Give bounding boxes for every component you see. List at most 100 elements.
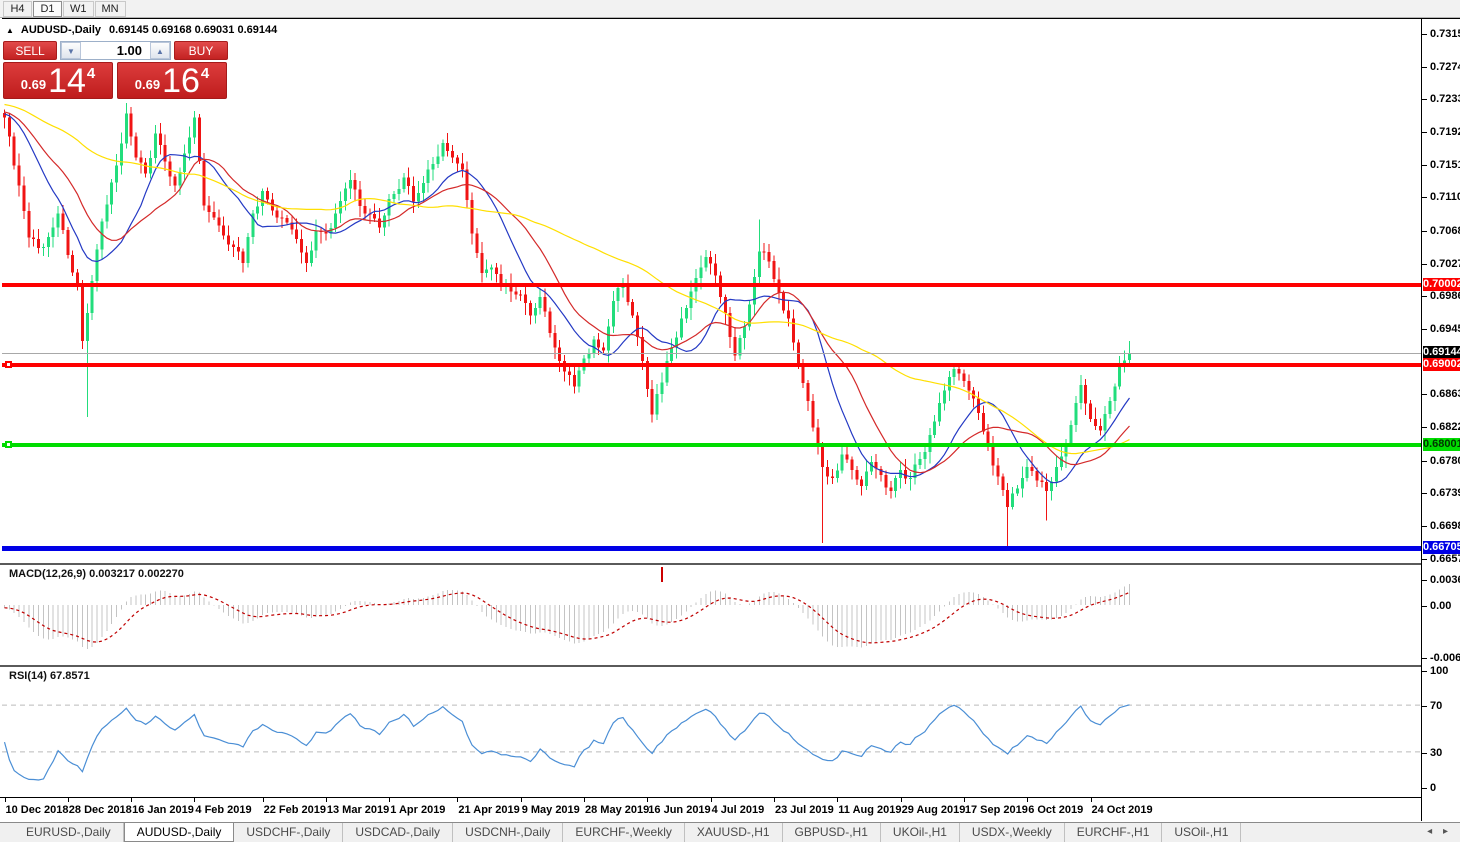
candle xyxy=(938,403,941,422)
candle xyxy=(801,364,805,384)
rsi-pane[interactable]: RSI(14) 67.8571 xyxy=(2,667,1421,797)
candle xyxy=(71,254,75,273)
pane-separator[interactable] xyxy=(0,665,1460,667)
price-level-badge: 0.66705 xyxy=(1423,541,1460,554)
candle xyxy=(236,246,240,252)
timeframe-button-h4[interactable]: H4 xyxy=(3,0,32,17)
support-line[interactable] xyxy=(2,545,1421,551)
collapse-panel-icon[interactable]: ▲ xyxy=(6,25,14,35)
volume-spinner: ▼ 1.00 ▲ xyxy=(60,41,171,60)
resistance-line[interactable] xyxy=(2,283,1421,287)
chart-tab-usdx-weekly[interactable]: USDX-,Weekly xyxy=(960,823,1065,842)
volume-input[interactable]: 1.00 xyxy=(116,43,142,58)
candlestick-pane[interactable] xyxy=(2,19,1421,563)
candle xyxy=(397,189,401,194)
line-drag-handle[interactable] xyxy=(5,441,12,449)
buy-button[interactable]: BUY xyxy=(174,41,228,60)
price-axis[interactable]: 0.73150 0.72740 0.72330 0.71920 0.71510 0.711… xyxy=(1421,19,1460,821)
candle xyxy=(246,237,250,263)
volume-decrease-icon[interactable]: ▼ xyxy=(61,42,81,59)
candle xyxy=(455,157,459,164)
candle xyxy=(879,468,883,476)
current-price-line[interactable] xyxy=(2,352,1421,354)
buy-price-display[interactable]: 0.69 16 4 xyxy=(117,62,227,99)
candle xyxy=(144,162,148,174)
timeframe-button-d1[interactable]: D1 xyxy=(33,0,62,17)
price-tick xyxy=(1422,329,1427,330)
support-line[interactable] xyxy=(2,442,1421,447)
candle xyxy=(1108,400,1112,414)
chart-top-border xyxy=(2,18,1460,19)
timeframe-button-mn[interactable]: MN xyxy=(94,0,126,17)
macd-vertical-marker xyxy=(661,567,663,582)
candle xyxy=(392,194,396,199)
macd-name: MACD(12,26,9) xyxy=(9,568,87,580)
candle xyxy=(154,133,157,158)
price-tick xyxy=(1422,427,1427,429)
candle xyxy=(645,360,649,389)
chart-tab-usdcnh-daily[interactable]: USDCNH-,Daily xyxy=(453,823,564,842)
chart-tab-eurusd-daily[interactable]: EURUSD-,Daily xyxy=(14,823,124,842)
pane-separator[interactable] xyxy=(0,563,1460,565)
price-tick xyxy=(1422,493,1427,495)
candle xyxy=(80,285,84,341)
candle xyxy=(12,136,16,166)
chart-tab-eurchf-h1[interactable]: EURCHF-,H1 xyxy=(1065,823,1163,842)
volume-increase-icon[interactable]: ▲ xyxy=(150,42,170,59)
candle xyxy=(1035,471,1039,481)
candle xyxy=(1089,403,1092,420)
candle xyxy=(655,394,659,415)
candle xyxy=(1128,353,1131,361)
candle xyxy=(826,467,829,477)
buy-price-sup: 4 xyxy=(200,65,210,82)
date-label: 28 Dec 2018 xyxy=(68,804,132,816)
candle xyxy=(845,454,849,460)
candle xyxy=(1113,386,1117,401)
candle xyxy=(684,308,688,319)
price-tick xyxy=(1422,460,1427,462)
candle xyxy=(105,204,109,222)
candle xyxy=(32,237,36,239)
candle xyxy=(1011,493,1015,507)
chart-tab-usdchf-daily[interactable]: USDCHF-,Daily xyxy=(234,823,344,842)
date-label: 17 Sep 2019 xyxy=(964,804,1028,816)
line-drag-handle[interactable] xyxy=(5,361,12,369)
price-level-badge: 0.69144 xyxy=(1423,346,1460,360)
date-tick xyxy=(325,798,327,802)
candle xyxy=(90,281,94,314)
tab-scroll-arrows-icon[interactable]: ◂ ▸ xyxy=(1427,826,1452,837)
macd-scale-tick xyxy=(1422,580,1427,581)
candle xyxy=(811,400,815,428)
chart-tab-xauusd-h1[interactable]: XAUUSD-,H1 xyxy=(685,823,783,842)
sell-price-display[interactable]: 0.69 14 4 xyxy=(3,62,113,99)
chart-tab-ukoil-h1[interactable]: UKOil-,H1 xyxy=(881,823,960,842)
candle xyxy=(1040,480,1044,482)
timeframe-button-w1[interactable]: W1 xyxy=(63,0,94,17)
date-tick xyxy=(584,798,585,802)
rsi-line xyxy=(3,704,1130,781)
candle xyxy=(1054,467,1058,482)
candle xyxy=(119,143,123,166)
support-line[interactable] xyxy=(2,362,1421,367)
chart-tab-gbpusd-h1[interactable]: GBPUSD-,H1 xyxy=(783,823,881,842)
candle xyxy=(743,326,747,338)
candle xyxy=(124,113,128,144)
macd-pane[interactable]: MACD(12,26,9) 0.003217 0.002270 xyxy=(2,565,1421,665)
date-axis[interactable]: 10 Dec 2018 28 Dec 2018 16 Jan 2019 4 Feb 2… xyxy=(2,798,1421,821)
candle xyxy=(567,371,571,376)
candle xyxy=(348,179,352,189)
candle xyxy=(202,161,206,206)
candle xyxy=(548,311,552,333)
candle xyxy=(592,339,596,354)
chart-tab-usoil-h1[interactable]: USOil-,H1 xyxy=(1162,823,1242,842)
date-label: 16 Jan 2019 xyxy=(132,804,194,816)
candle xyxy=(538,297,542,308)
chart-tab-eurchf-weekly[interactable]: EURCHF-,Weekly xyxy=(563,823,685,842)
chart-tab-audusd-daily[interactable]: AUDUSD-,Daily xyxy=(123,823,235,842)
sell-button[interactable]: SELL xyxy=(3,41,57,60)
candle xyxy=(699,267,703,278)
chart-tab-usdcad-daily[interactable]: USDCAD-,Daily xyxy=(343,823,454,842)
candle xyxy=(358,189,362,207)
candle xyxy=(1098,426,1102,431)
